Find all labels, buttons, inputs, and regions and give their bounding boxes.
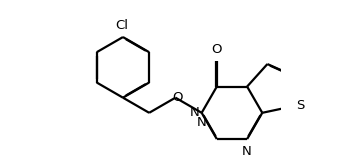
Text: O: O — [212, 43, 222, 56]
Text: S: S — [296, 99, 305, 112]
Text: N: N — [197, 116, 207, 129]
Text: N: N — [189, 106, 199, 119]
Text: O: O — [173, 91, 183, 103]
Text: N: N — [242, 145, 252, 158]
Text: Cl: Cl — [115, 19, 128, 32]
